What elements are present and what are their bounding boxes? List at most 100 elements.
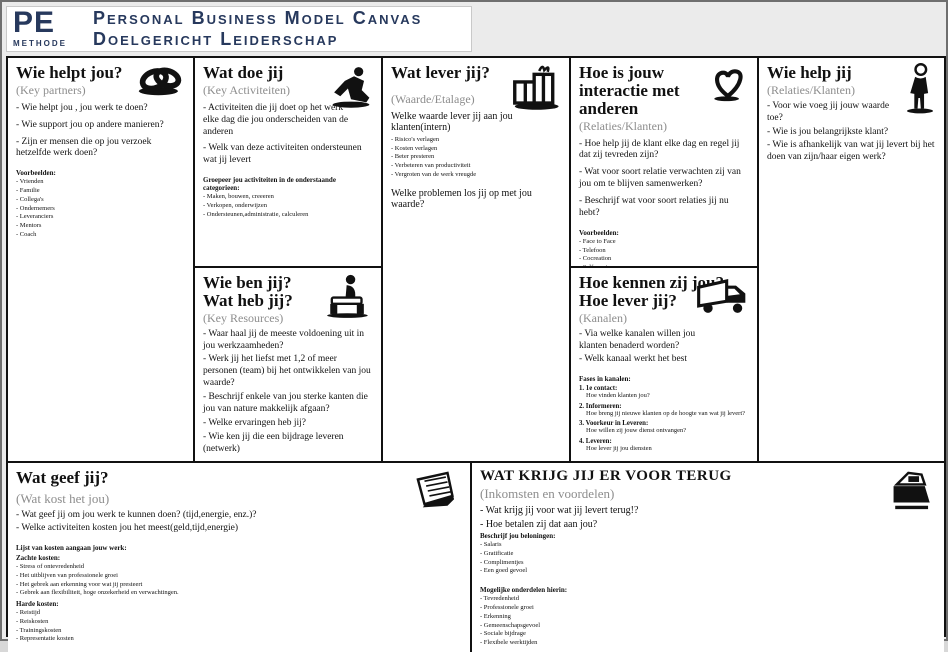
question: - Welke ervaringen heb jij?	[203, 417, 306, 428]
heart-icon	[706, 63, 750, 107]
section-costs: Wat geef jij? (Wat kost het jou) - Wat g…	[8, 463, 470, 652]
header: PE METHODE Personal Business Model Canva…	[6, 6, 472, 52]
phase-label: 4. Leveren:	[579, 437, 612, 445]
example-item: - Collega's	[16, 195, 44, 203]
examples-title: Voorbeelden:	[16, 169, 56, 178]
example-item: - Self service	[579, 264, 749, 266]
question: - Voor wie voeg jij jouw waarde toe?	[767, 100, 890, 123]
soft-cost-item: - Stress of ontevredenheid	[16, 563, 85, 571]
section-value-proposition: Wat lever jij? (Waarde/Etalage) Welke wa…	[383, 58, 569, 462]
element-item: - Erkenning	[480, 612, 511, 620]
section-subtitle: (Relaties/Klanten)	[579, 118, 667, 133]
section-title: Hoe is jouw interactie met anderen	[579, 63, 680, 118]
section-title-line-1: Hoe kennen zij jou?	[579, 273, 724, 292]
question: - Wat geef jij om jou werk te kunnen doe…	[16, 510, 257, 521]
example-item: - Mentors	[16, 222, 42, 230]
question: - Werk jij het liefst met 1,2 of meer pe…	[203, 354, 371, 389]
phase-desc: Hoe vinden klanten jou?	[586, 392, 650, 400]
element-item: - Professionele groei	[480, 604, 534, 612]
reward-item: - Complimentjes	[480, 558, 524, 566]
section-key-partners: Wie helpt jou? (Key partners) - Wie help…	[8, 58, 193, 462]
soft-costs-title: Zachte kosten:	[16, 554, 61, 563]
truck-icon	[694, 273, 750, 317]
group-item: - Maken, bouwen, creeeren	[203, 193, 274, 201]
canvas-grid-top: Wie helpt jou? (Key partners) - Wie help…	[8, 58, 944, 462]
value-item: - Risico's verlagen	[391, 135, 440, 143]
rewards-title: Beschrijf jou beloningen:	[480, 532, 556, 541]
question: - Zijn er mensen die op jou verzoek hetz…	[16, 136, 152, 159]
phase-label: 1. 1e contact:	[579, 385, 618, 393]
question: - Welk kanaal werkt het best	[579, 354, 688, 365]
section-title-line-2: Wat heb jij?	[203, 290, 293, 310]
phase-desc: Hoe breng jij nieuwe klanten op de hoogt…	[586, 409, 746, 417]
example-item: - Vrienden	[16, 178, 44, 186]
question: - Wie is jou belangrijkste klant?	[767, 126, 889, 137]
section-subtitle: (Key Activiteiten)	[203, 82, 290, 97]
phase-desc: Hoe lever jij jou diensten	[586, 444, 652, 452]
logo-text: PE	[13, 6, 56, 40]
question: - Hoe betalen zij dat aan jou?	[480, 518, 598, 530]
standing-person-icon	[903, 63, 937, 115]
hard-costs-title: Harde kosten:	[16, 600, 59, 609]
question: - Welke activiteiten kosten jou het mees…	[16, 523, 239, 534]
title-line-2: Doelgericht Leiderschap	[93, 29, 339, 49]
section-title: WAT KRIJG JIJ ER VOOR TERUG	[480, 468, 732, 485]
notepad-icon	[409, 468, 463, 514]
question: - Via welke kanalen willen jou klanten b…	[579, 328, 696, 351]
element-item: - Flexibele werktijden	[480, 639, 538, 647]
question: - Activiteiten die jij doet op het werk …	[203, 102, 349, 137]
question: - Waar haal jij de meeste voldoening uit…	[203, 328, 365, 351]
title-line-1: Personal Business Model Canvas	[93, 8, 423, 29]
example-item: - Ondernemers	[16, 204, 55, 212]
question: - Beschrijf wat voor soort relaties jij …	[579, 196, 729, 218]
example-item: - Coach	[16, 230, 37, 238]
section-subtitle: (Key Resources)	[203, 310, 284, 325]
group-item: - Verkopen, onderwijzen	[203, 201, 267, 209]
question: - Wat krijg jij voor wat jij levert teru…	[480, 505, 639, 517]
reward-item: - Gratificatie	[480, 549, 514, 557]
hard-cost-item: - Trainingskosten	[16, 626, 62, 634]
section-subtitle: (Relaties/Klanten)	[767, 82, 855, 97]
page-title: Personal Business Model Canvas Doelgeric…	[93, 8, 422, 49]
section-channels: Hoe kennen zij jou? Hoe lever jij? (Kana…	[571, 268, 757, 462]
phases-title: Fases in kanalen:	[579, 375, 631, 384]
phase-label: 2. Informeren:	[579, 402, 622, 410]
value-item: - Vergroten van de werk vreugde	[391, 170, 477, 178]
element-item: - Sociale bijdrage	[480, 630, 526, 638]
canvas-board: Wie helpt jou? (Key partners) - Wie help…	[6, 56, 946, 652]
example-item: - Face to Face	[579, 237, 616, 245]
chain-links-icon	[134, 63, 186, 103]
hard-cost-item: - Reistijd	[16, 609, 41, 617]
reward-item: - Een goed gevoel	[480, 567, 528, 575]
group-title: Groepeer jou activiteiten in de ondersta…	[203, 176, 336, 193]
section-subtitle: (Key partners)	[16, 82, 86, 97]
value-item: - Kosten verlagen	[391, 144, 438, 152]
section-title: Wie help jij	[767, 63, 852, 82]
phase-desc: Hoe willen zij jouw dienst ontvangen?	[586, 427, 687, 435]
section-title-line-1: Wie ben jij?	[203, 273, 292, 292]
worker-icon	[328, 63, 374, 111]
lead-question: Welke waarde lever jij aan jou klanten(i…	[391, 110, 513, 133]
elements-title: Mogelijke onderdelen hierin:	[480, 586, 568, 595]
section-title: Wat geef jij?	[16, 468, 109, 488]
examples-title: Voorbeelden:	[579, 228, 619, 237]
logo-subtext: METHODE	[13, 38, 67, 48]
soft-cost-item: - Het uitblijven van professionele groei	[16, 571, 118, 579]
soft-cost-item: - Gebrek aan flexibiliteit, hoge onzeker…	[16, 589, 179, 597]
costs-list-title: Lijst van kosten aangaan jouw werk:	[16, 544, 127, 553]
section-subtitle: (Waarde/Etalage)	[391, 91, 475, 106]
section-revenue: WAT KRIJG JIJ ER VOOR TERUG (Inkomsten e…	[472, 463, 944, 652]
value-item: - Verbeteren van productiviteit	[391, 162, 471, 170]
question: Welke problemen los jij op met jou waard…	[391, 187, 532, 210]
pe-methode-logo: PE METHODE	[13, 6, 67, 48]
section-title: Wat lever jij?	[391, 63, 490, 82]
section-title-line-2: Hoe lever jij?	[579, 290, 677, 310]
question: - Wie is afhankelijk van wat jij levert …	[767, 140, 935, 163]
element-item: - Gemeenschapsgevoel	[480, 621, 541, 629]
section-subtitle: (Kanalen)	[579, 310, 627, 325]
section-title: Wat doe jij	[203, 63, 284, 82]
person-desk-icon	[324, 273, 374, 319]
soft-cost-item: - Het gebrek aan erkenning voor wat jij …	[16, 580, 143, 588]
question: - Wat voor soort relatie verwachten zij …	[579, 167, 741, 190]
